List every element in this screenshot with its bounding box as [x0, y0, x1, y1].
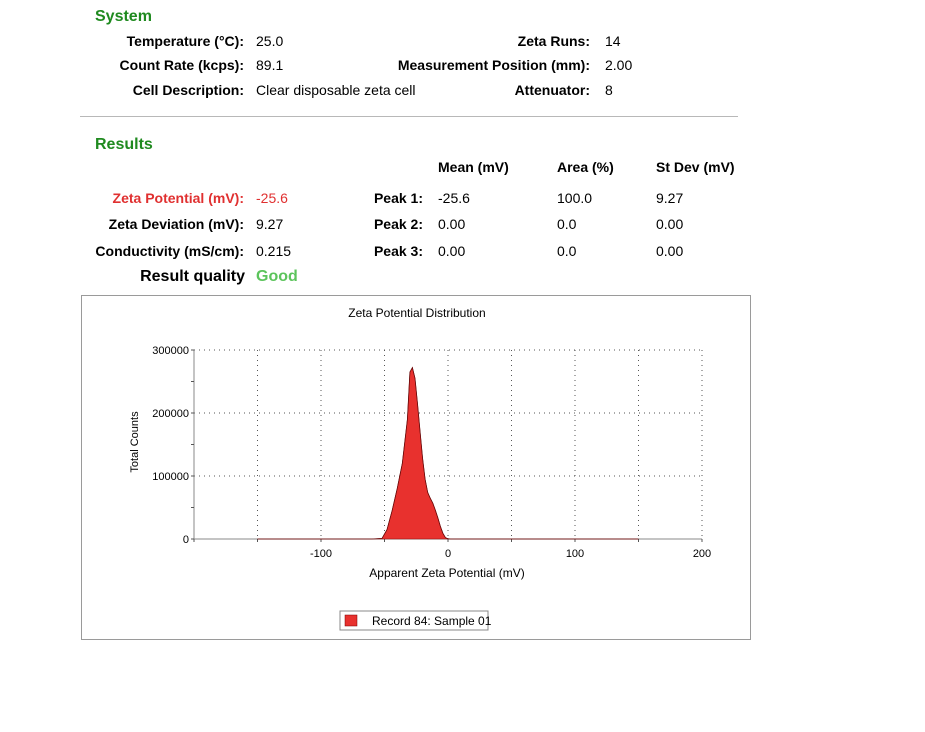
measurement-position-label: Measurement Position (mm):	[397, 57, 590, 73]
peak-1-label: Peak 1:	[373, 190, 423, 206]
peak-2-area: 0.0	[557, 216, 577, 232]
col-header-mean: Mean (mV)	[438, 159, 509, 175]
zeta-distribution-chart: Zeta Potential Distribution 010000020000…	[129, 306, 711, 631]
series-area-1	[257, 366, 639, 540]
legend-swatch	[344, 614, 358, 627]
peak-3-area: 0.0	[557, 243, 577, 259]
cell-description-label: Cell Description:	[132, 82, 244, 98]
peak-1-area: 100.0	[557, 190, 593, 206]
conductivity-label: Conductivity (mS/cm):	[95, 243, 244, 259]
peak-2-stdev: 0.00	[656, 216, 684, 232]
zeta-potential-label: Zeta Potential (mV):	[112, 190, 244, 206]
system-heading: System	[95, 8, 152, 25]
peak-2-label: Peak 2:	[373, 216, 423, 232]
legend-label: Record 84: Sample 01	[372, 614, 492, 628]
temperature-value: 25.0	[256, 33, 284, 49]
y-tick-label: 300000	[152, 345, 189, 357]
tick-labels: 0 100000 200000 300000 -100 0 100 200	[152, 345, 711, 560]
peak-1-stdev: 9.27	[656, 190, 684, 206]
legend: Record 84: Sample 01	[339, 610, 492, 631]
cell-description-value: Clear disposable zeta cell	[256, 82, 416, 98]
zeta-deviation-value: 9.27	[256, 216, 284, 232]
grid-lines	[194, 349, 703, 539]
peak-3-mean: 0.00	[438, 243, 466, 259]
series-layer	[257, 366, 639, 540]
count-rate-value: 89.1	[256, 57, 284, 73]
x-tick-label: 100	[566, 548, 584, 560]
chart-title: Zeta Potential Distribution	[348, 306, 485, 320]
peak-1-mean: -25.6	[438, 190, 470, 206]
legend-box	[339, 610, 489, 631]
x-axis-title: Apparent Zeta Potential (mV)	[369, 566, 524, 580]
zeta-runs-label: Zeta Runs:	[517, 33, 590, 49]
peak-3-label: Peak 3:	[373, 243, 423, 259]
x-tick-label: 0	[445, 548, 451, 560]
y-tick-label: 200000	[152, 408, 189, 420]
peak-2-mean: 0.00	[438, 216, 466, 232]
y-axis-title: Total Counts	[129, 411, 141, 473]
col-header-area: Area (%)	[557, 159, 614, 175]
result-quality-label: Result quality	[140, 268, 245, 285]
col-header-stdev: St Dev (mV)	[656, 159, 735, 175]
zeta-potential-value: -25.6	[256, 190, 288, 206]
count-rate-label: Count Rate (kcps):	[119, 57, 244, 73]
zeta-runs-value: 14	[605, 33, 621, 49]
x-tick-label: 200	[693, 548, 711, 560]
conductivity-value: 0.215	[256, 243, 292, 259]
axes	[191, 349, 703, 542]
series-line-1	[257, 366, 639, 540]
result-quality-value: Good	[256, 268, 298, 285]
attenuator-label: Attenuator:	[514, 82, 590, 98]
zeta-deviation-label: Zeta Deviation (mV):	[108, 216, 244, 232]
x-tick-label: -100	[310, 548, 332, 560]
temperature-label: Temperature (°C):	[126, 33, 244, 49]
section-divider	[80, 116, 738, 117]
measurement-position-value: 2.00	[605, 57, 633, 73]
peak-3-stdev: 0.00	[656, 243, 684, 259]
y-tick-label: 0	[183, 534, 189, 546]
results-heading: Results	[95, 136, 153, 153]
y-tick-label: 100000	[152, 471, 189, 483]
attenuator-value: 8	[605, 82, 613, 98]
chart-panel: Zeta Potential Distribution 0 100000 20000…	[81, 295, 751, 640]
